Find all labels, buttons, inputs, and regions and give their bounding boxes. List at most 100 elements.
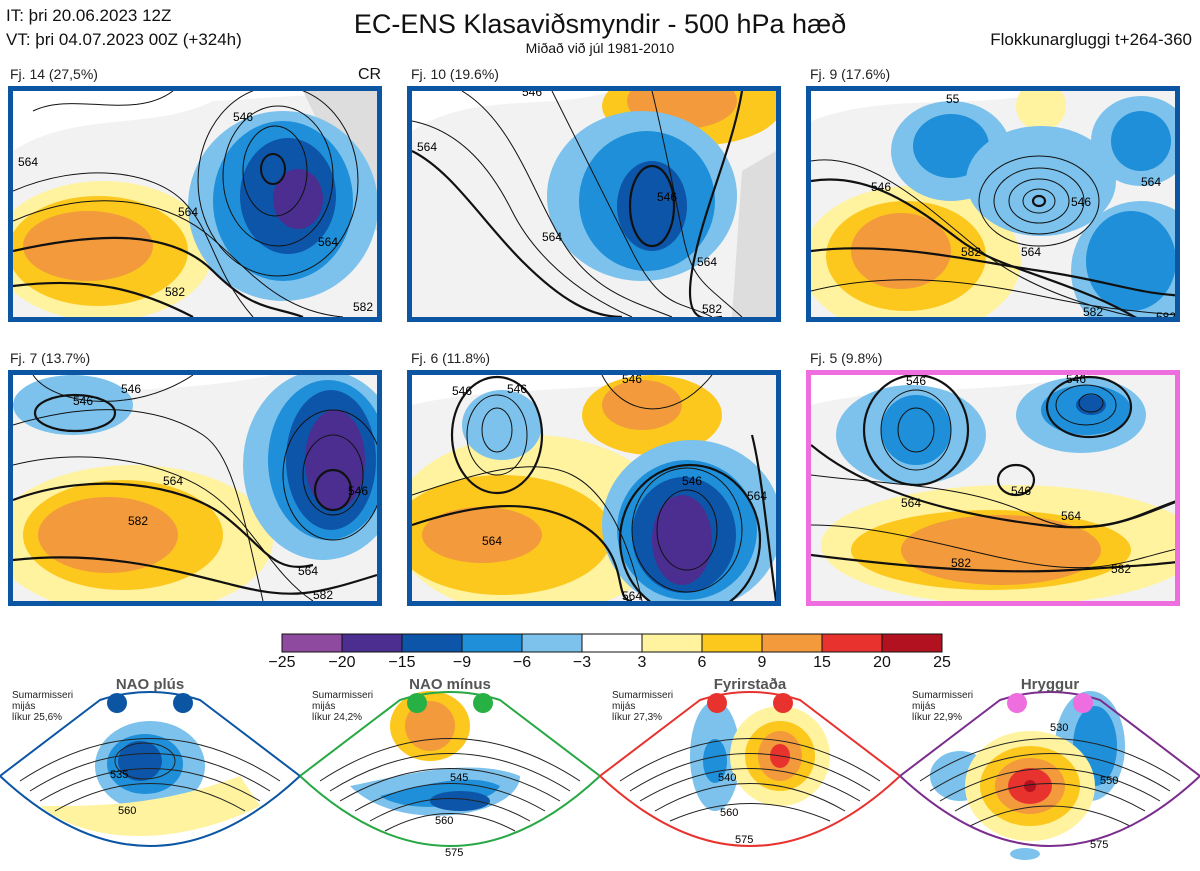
colorbar-swatch: [461, 633, 523, 653]
regime-title: Hryggur: [1020, 676, 1080, 693]
contour-label: 575: [445, 847, 463, 859]
cluster-map-3[interactable]: 55 546 564 582 546 564 582 582: [806, 86, 1180, 322]
contour-label: 535: [110, 769, 128, 781]
colorbar-swatch: [581, 633, 643, 653]
colorbar-swatch: [821, 633, 883, 653]
contour-label: 564: [542, 230, 562, 244]
contour-label: 546: [452, 384, 472, 398]
colorbar: [281, 633, 943, 653]
contour-label: 564: [1061, 509, 1081, 523]
contour-label: 546: [1071, 195, 1091, 209]
contour-label: 560: [720, 807, 738, 819]
regime-note: Sumarmisseri mijás líkur 22,9%: [912, 690, 974, 723]
contour-label: 582: [353, 300, 373, 314]
colorbar-tick-label: 25: [933, 654, 951, 671]
contour-label: 575: [735, 834, 753, 846]
colorbar-swatch: [881, 633, 943, 653]
colorbar-swatch: [401, 633, 463, 653]
panel-label-2: Fj. 10 (19.6%): [411, 66, 499, 82]
contour-label: 546: [73, 394, 93, 408]
contour-label: 546: [1066, 375, 1086, 386]
contour-label: 546: [622, 375, 642, 386]
classification-window: Flokkunargluggi t+264-360: [990, 30, 1192, 49]
colorbar-tick-label: 6: [697, 654, 707, 671]
colorbar-swatch: [701, 633, 763, 653]
contour-label: 564: [318, 235, 338, 249]
regime-dot: [473, 693, 493, 713]
colorbar-swatch: [341, 633, 403, 653]
contour-label: 564: [622, 589, 642, 601]
contour-label: 560: [118, 805, 136, 817]
contour-label: 530: [1050, 722, 1068, 734]
cluster-map-4[interactable]: 546 546 564 582 564 546 582: [8, 370, 382, 606]
contour-label: 540: [718, 772, 736, 784]
contour-label: 546: [522, 91, 542, 99]
colorbar-tick-label: −20: [328, 654, 356, 671]
contour-label: 546: [682, 474, 702, 488]
contour-label: 582: [128, 514, 148, 528]
regime-dot: [173, 693, 193, 713]
panel-label-5: Fj. 6 (11.8%): [411, 350, 491, 366]
regime-fyrirstada[interactable]: 540 560 575 Fyrirstaða Sumarmisseri mijás…: [600, 676, 900, 871]
contour-label: 546: [871, 180, 891, 194]
cr-label: CR: [358, 66, 382, 83]
colorbar-swatch: [281, 633, 343, 653]
contour-label: 564: [697, 255, 717, 269]
contour-label: 560: [435, 815, 453, 827]
valid-time: VT: þri 04.07.2023 00Z (+324h): [6, 30, 242, 49]
contour-label: 546: [121, 382, 141, 396]
colorbar-tick-label: 3: [637, 654, 647, 671]
contour-label: 582: [1111, 562, 1131, 576]
contour-label: 564: [417, 140, 437, 154]
contour-label: 564: [482, 534, 502, 548]
regime-note: Sumarmisseri mijás líkur 24,2%: [312, 690, 374, 723]
contour-label: 564: [1141, 175, 1161, 189]
contour-label: 545: [450, 772, 468, 784]
contour-label: 582: [1156, 310, 1176, 322]
contour-label: 582: [951, 556, 971, 570]
panel-label-3: Fj. 9 (17.6%): [810, 66, 891, 82]
colorbar-tick-label: −3: [572, 654, 592, 671]
colorbar-tick-label: 9: [757, 654, 767, 671]
panel-label-6: Fj. 5 (9.8%): [810, 350, 883, 366]
regime-title: NAO plús: [115, 676, 185, 693]
contour-label: 564: [163, 474, 183, 488]
regime-title: NAO mínus: [409, 676, 491, 693]
regime-dot: [707, 693, 727, 713]
cluster-map-5[interactable]: 546 546 546 564 564 546 564: [407, 370, 781, 606]
panel-label-1: Fj. 14 (27,5%): [10, 66, 98, 82]
contour-label: 546: [657, 190, 677, 204]
regime-note: Sumarmisseri mijás líkur 27,3%: [612, 690, 674, 723]
contour-label: 575: [1090, 839, 1108, 851]
contour-label: 546: [233, 110, 253, 124]
contour-label: 550: [1100, 775, 1118, 787]
regime-dot: [107, 693, 127, 713]
contour-label: 546: [348, 484, 368, 498]
colorbar-swatch: [641, 633, 703, 653]
regime-dot: [1073, 693, 1093, 713]
contour-label: 582: [702, 302, 722, 316]
colorbar-tick-label: −6: [512, 654, 532, 671]
initial-time: IT: þri 20.06.2023 12Z: [6, 6, 172, 25]
regime-title: Fyrirstaða: [713, 676, 787, 693]
page-title: EC-ENS Klasaviðsmyndir - 500 hPa hæð: [353, 9, 847, 39]
cluster-map-1[interactable]: 582 564 564 564 546 582: [8, 86, 382, 322]
contour-label: 564: [178, 205, 198, 219]
regime-dot: [773, 693, 793, 713]
colorbar-swatch: [761, 633, 823, 653]
panel-label-4: Fj. 7 (13.7%): [10, 350, 91, 366]
regime-nao-plus[interactable]: 535 560 NAO plús Sumarmisseri mijás líkur …: [0, 676, 300, 871]
contour-label: 582: [1083, 305, 1103, 319]
cluster-map-2[interactable]: 564 546 564 564 546 582: [407, 86, 781, 322]
contour-label: 582: [961, 245, 981, 259]
cluster-map-6[interactable]: 546 546 546 564 564 582 582: [806, 370, 1180, 606]
colorbar-swatch: [521, 633, 583, 653]
contour-label: 546: [1011, 484, 1031, 498]
contour-label: 55: [946, 92, 960, 106]
regime-nao-minus[interactable]: 545 560 575 NAO mínus Sumarmisseri mijás l…: [300, 676, 600, 871]
colorbar-tick-label: 20: [873, 654, 891, 671]
regime-hryggur[interactable]: 530 550 575 Hryggur Sumarmisseri mijás lík…: [900, 676, 1200, 871]
contour-label: 564: [1021, 245, 1041, 259]
contour-label: 582: [313, 588, 333, 601]
contour-label: 546: [906, 375, 926, 388]
